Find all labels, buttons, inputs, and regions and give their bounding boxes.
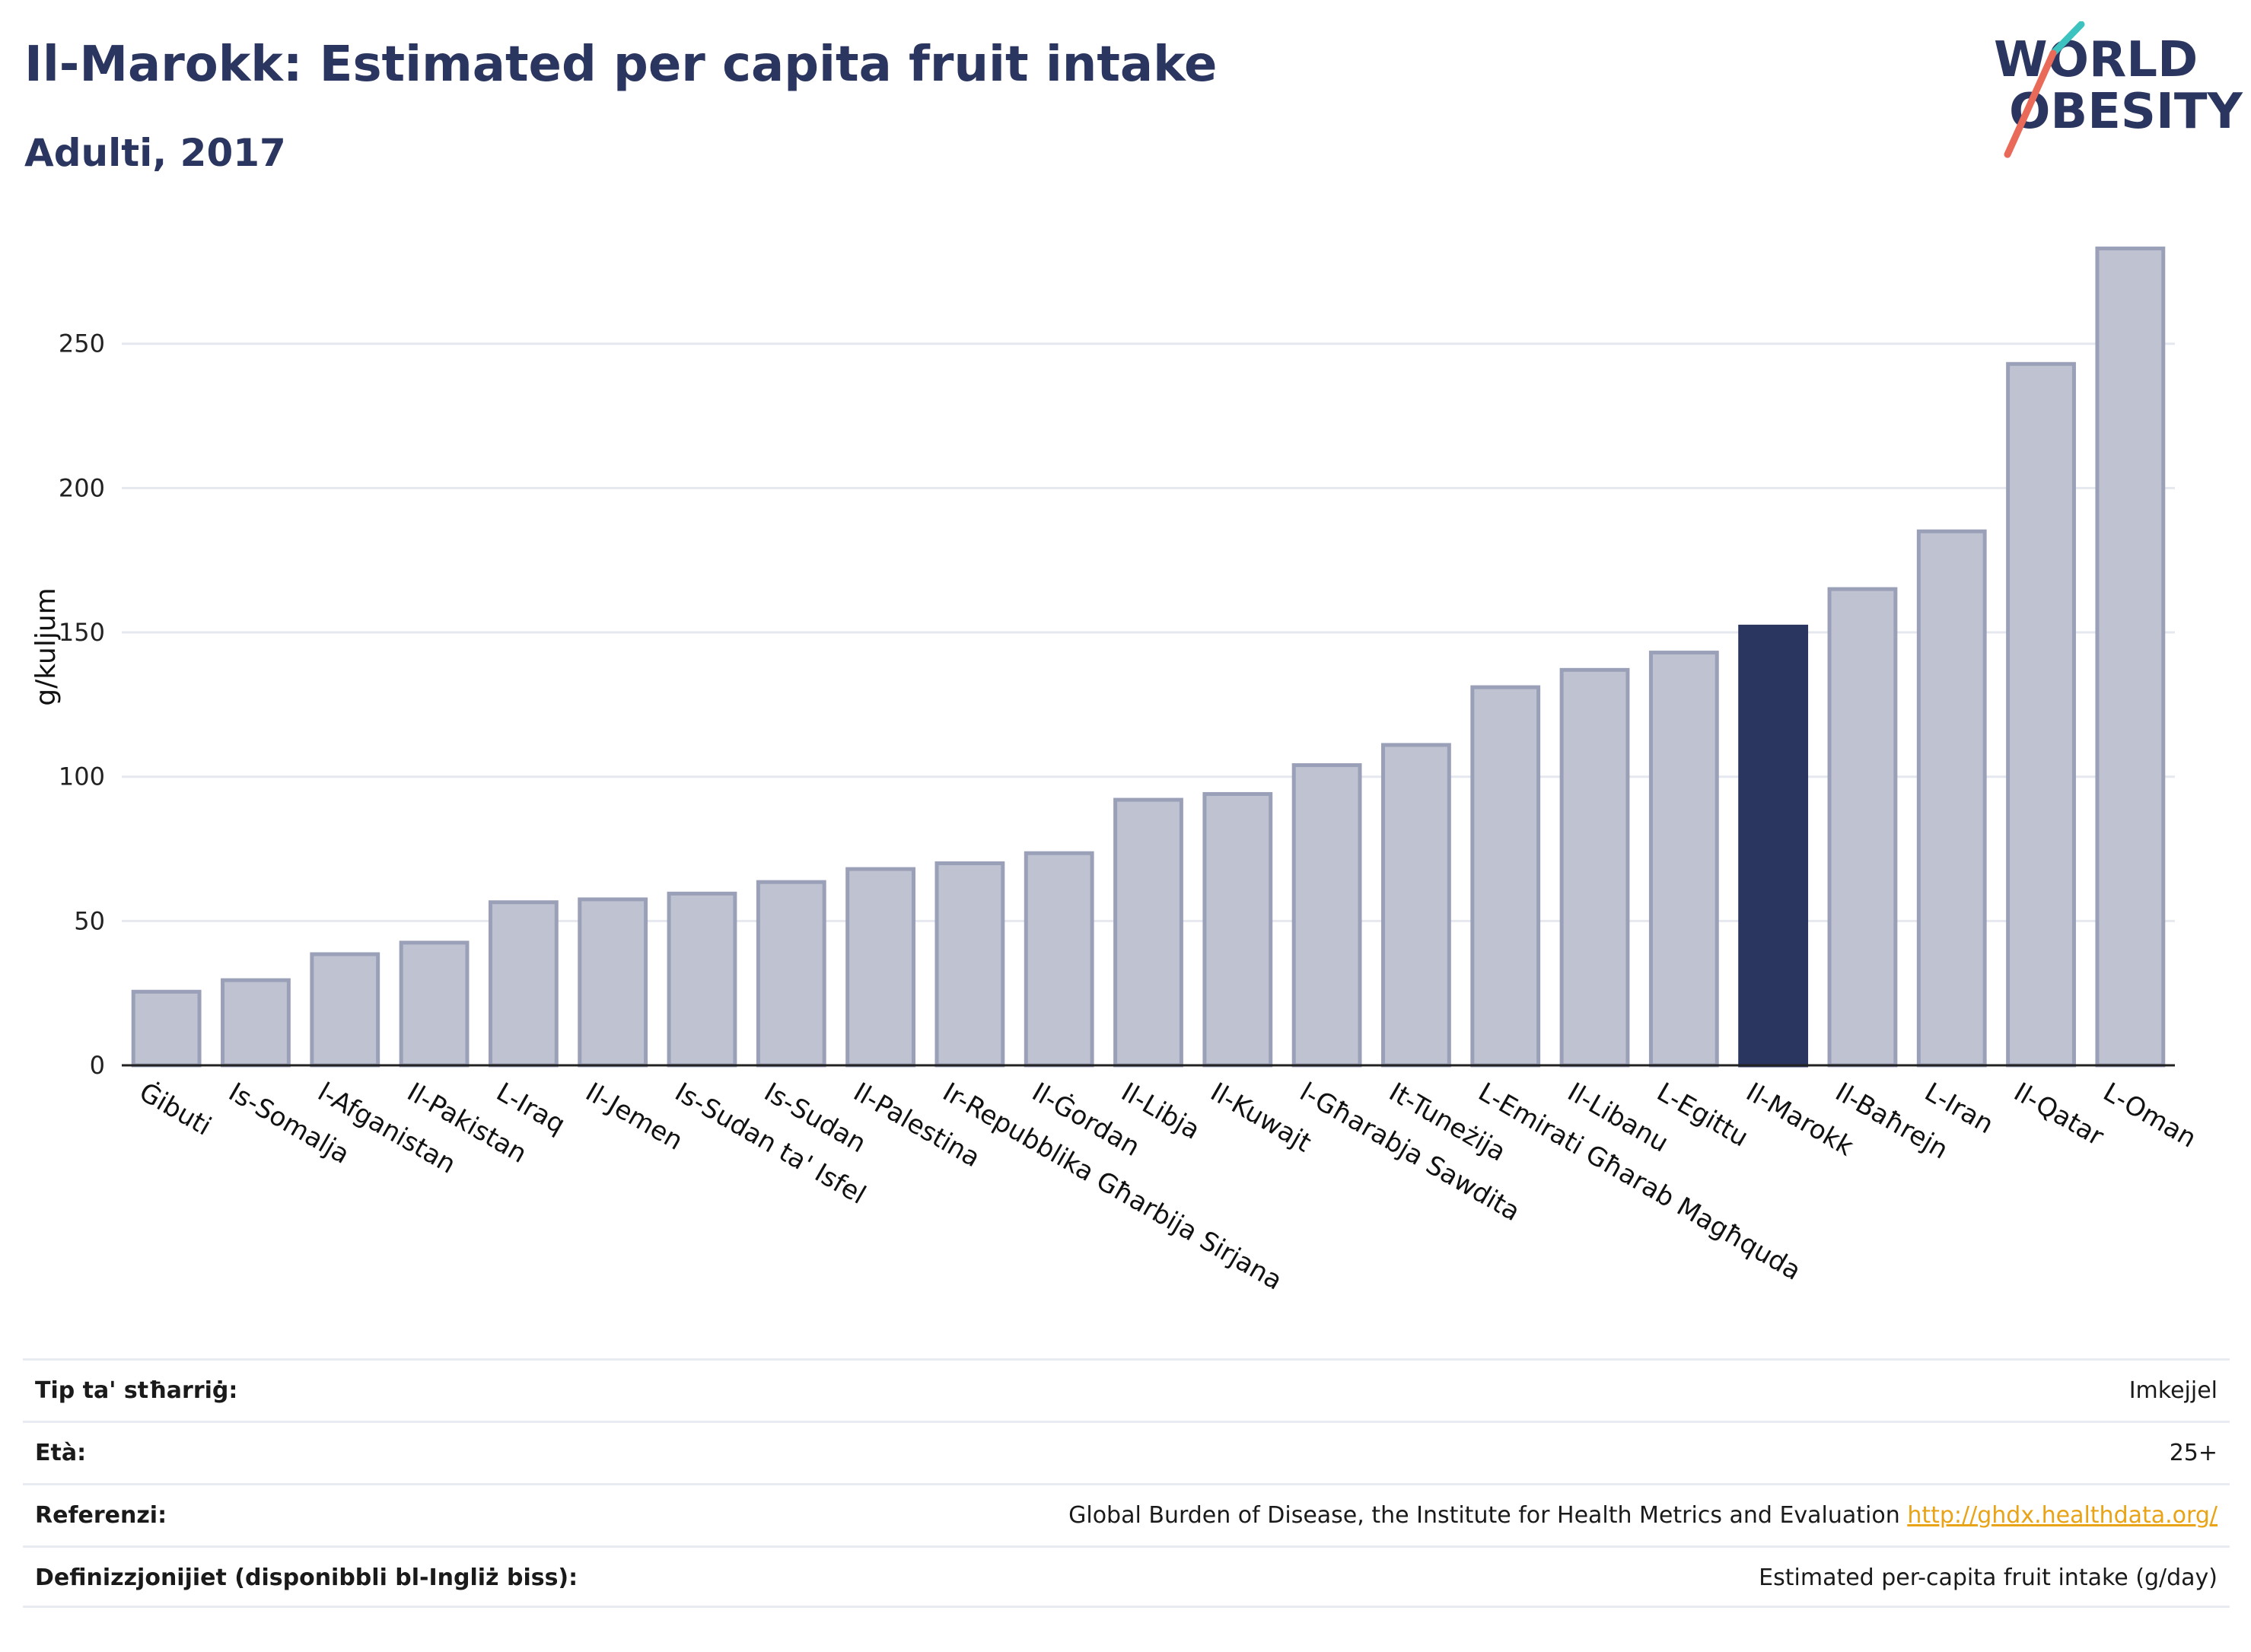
bar-5 xyxy=(578,897,648,1068)
info-table: Tip ta' stħarriġ: Imkejjel Età: 25+ Refe… xyxy=(23,1358,2230,1608)
bar-19 xyxy=(1827,587,1898,1068)
info-row-definitions: Definizzjonijiet (disponibbli bl-Ingliż … xyxy=(23,1545,2230,1608)
bar-2 xyxy=(310,952,380,1068)
bar-7 xyxy=(756,880,826,1068)
bar-15 xyxy=(1470,685,1541,1068)
bar-18 xyxy=(1738,624,1809,1068)
info-row-references: Referenzi: Global Burden of Disease, the… xyxy=(23,1483,2230,1545)
bar-13 xyxy=(1291,763,1362,1068)
world-obesity-logo: WORLD OBESITY xyxy=(1994,21,2243,158)
info-value: 25+ xyxy=(2169,1440,2218,1466)
info-label: Referenzi: xyxy=(35,1502,167,1529)
bar-8 xyxy=(845,867,915,1068)
y-tick-label: 250 xyxy=(59,329,105,358)
logo-line2: OBESITY xyxy=(2009,84,2243,140)
info-label: Definizzjonijiet (disponibbli bl-Ingliż … xyxy=(35,1564,578,1591)
logo-line1: WORLD xyxy=(1994,32,2198,88)
y-tick-label: 50 xyxy=(74,906,105,935)
page-title: Il-Marokk: Estimated per capita fruit in… xyxy=(24,37,1218,93)
reference-link[interactable]: http://ghdx.healthdata.org/ xyxy=(1907,1502,2218,1529)
bar-21 xyxy=(2006,361,2076,1068)
bar-3 xyxy=(399,941,470,1068)
bar-1 xyxy=(221,978,291,1068)
bar-0 xyxy=(131,989,202,1068)
info-label: Tip ta' stħarriġ: xyxy=(35,1377,238,1404)
bar-11 xyxy=(1113,797,1183,1068)
x-tick-label: Il-Jemen xyxy=(581,1077,688,1157)
y-tick-label: 200 xyxy=(59,473,105,502)
y-tick-label: 150 xyxy=(59,618,105,647)
info-label: Età: xyxy=(35,1440,87,1466)
bar-9 xyxy=(934,861,1005,1068)
bar-10 xyxy=(1024,851,1094,1068)
y-axis-title: g/kuljum xyxy=(30,587,62,705)
info-value: Estimated per-capita fruit intake (g/day… xyxy=(1759,1564,2218,1591)
x-tick-label: L-Oman xyxy=(2098,1077,2202,1154)
bar-20 xyxy=(1916,529,1987,1068)
x-tick-label: Il-Qatar xyxy=(2009,1077,2109,1152)
x-tick-label: Il-Kuwajt xyxy=(1205,1077,1317,1158)
x-tick-label: Ġibuti xyxy=(134,1076,217,1141)
bar-12 xyxy=(1202,791,1273,1068)
bar-4 xyxy=(488,900,559,1068)
logo-accent-teal xyxy=(2049,21,2085,57)
bar-16 xyxy=(1559,667,1630,1068)
info-row-age: Età: 25+ xyxy=(23,1421,2230,1483)
y-tick-label: 0 xyxy=(90,1051,105,1080)
bar-14 xyxy=(1381,743,1451,1068)
y-tick-label: 100 xyxy=(59,762,105,791)
info-row-survey-type: Tip ta' stħarriġ: Imkejjel xyxy=(23,1358,2230,1421)
page-subtitle: Adulti, 2017 xyxy=(24,131,286,175)
bar-6 xyxy=(667,891,737,1068)
info-value: Imkejjel xyxy=(2128,1377,2218,1404)
bar-17 xyxy=(1648,651,1719,1068)
logo-accent-red xyxy=(2004,49,2057,158)
info-value-group: Global Burden of Disease, the Institute … xyxy=(1068,1502,2218,1529)
bar-22 xyxy=(2095,247,2166,1068)
reference-text: Global Burden of Disease, the Institute … xyxy=(1068,1502,1900,1529)
